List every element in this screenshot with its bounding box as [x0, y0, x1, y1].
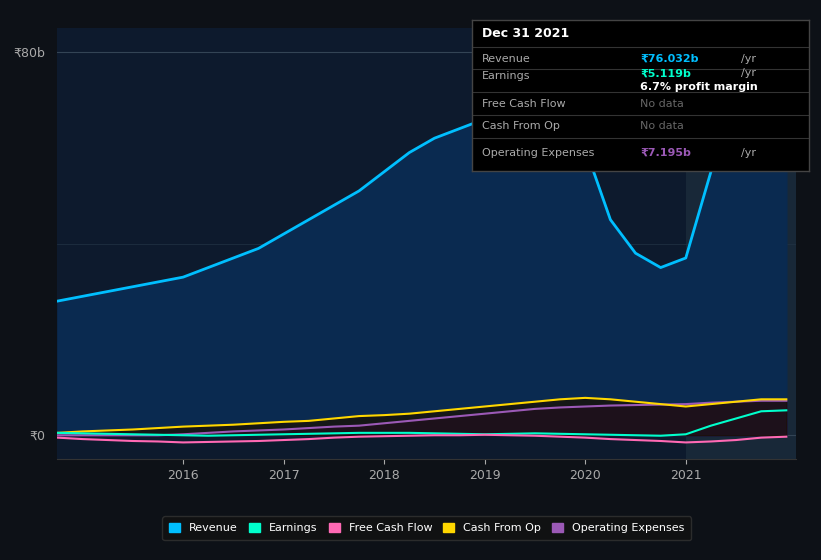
Text: /yr: /yr	[741, 68, 756, 78]
Text: /yr: /yr	[741, 54, 756, 64]
Text: ₹5.119b: ₹5.119b	[640, 68, 691, 78]
Text: No data: No data	[640, 99, 684, 109]
Text: Dec 31 2021: Dec 31 2021	[482, 27, 570, 40]
Text: Earnings: Earnings	[482, 71, 530, 81]
Text: Cash From Op: Cash From Op	[482, 121, 560, 131]
Bar	[686, 28, 796, 459]
Text: 6.7% profit margin: 6.7% profit margin	[640, 82, 758, 92]
Text: ₹7.195b: ₹7.195b	[640, 148, 691, 158]
Text: ₹76.032b: ₹76.032b	[640, 54, 699, 64]
Legend: Revenue, Earnings, Free Cash Flow, Cash From Op, Operating Expenses: Revenue, Earnings, Free Cash Flow, Cash …	[163, 516, 691, 540]
Text: Free Cash Flow: Free Cash Flow	[482, 99, 566, 109]
Text: Operating Expenses: Operating Expenses	[482, 148, 594, 158]
Text: Revenue: Revenue	[482, 54, 531, 64]
Text: /yr: /yr	[741, 148, 756, 158]
Text: No data: No data	[640, 121, 684, 131]
